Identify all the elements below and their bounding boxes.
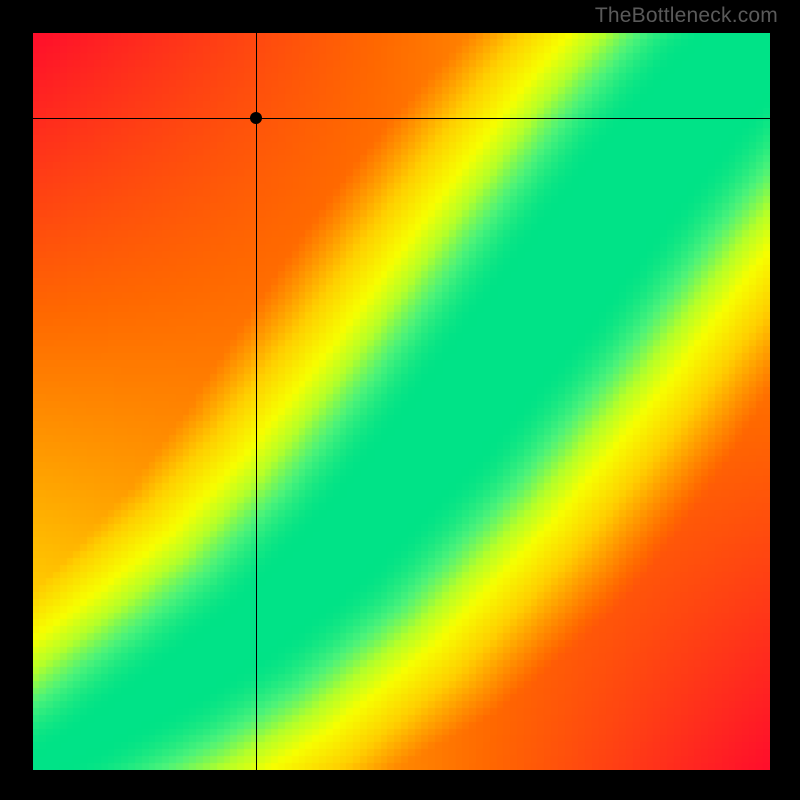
crosshair-vertical <box>256 33 257 770</box>
crosshair-marker <box>250 112 262 124</box>
heatmap-canvas <box>33 33 770 770</box>
watermark-text: TheBottleneck.com <box>595 4 778 28</box>
crosshair-horizontal <box>33 118 770 119</box>
chart-container: TheBottleneck.com <box>0 0 800 800</box>
